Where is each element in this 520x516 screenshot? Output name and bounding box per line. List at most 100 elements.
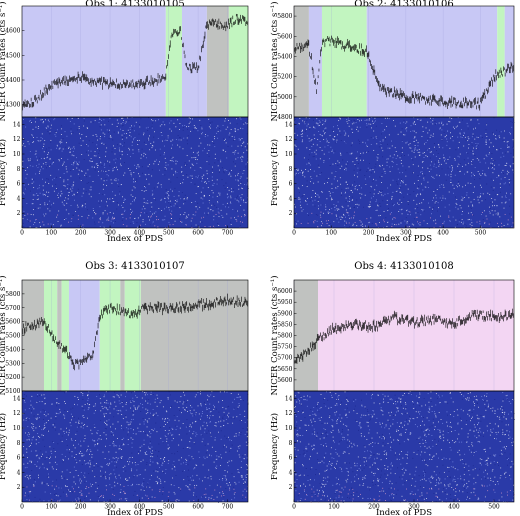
spectrogram-pixel — [147, 394, 149, 396]
spectrogram-pixel — [333, 152, 335, 154]
spectrogram-pixel — [348, 214, 350, 216]
spectrogram-pixel — [467, 182, 469, 184]
spectrogram-pixel — [173, 195, 175, 197]
spectrogram-pixel — [154, 131, 155, 133]
spectrogram-pixel — [368, 123, 370, 125]
spectrogram-pixel — [328, 141, 330, 143]
spectrogram-pixel — [190, 130, 192, 132]
spectrogram-pixel — [406, 222, 408, 224]
spectrogram-pixel — [310, 181, 311, 183]
spectrogram-pixel — [50, 417, 52, 419]
spectrogram-pixel — [360, 168, 362, 170]
spectrogram-pixel — [306, 117, 308, 119]
spectrogram-pixel — [137, 406, 139, 408]
spectrogram-pixel — [149, 149, 151, 151]
spectrogram-pixel — [140, 461, 142, 463]
spectrogram-pixel — [183, 197, 184, 199]
spectrogram-pixel — [89, 466, 91, 468]
spectrogram-pixel — [39, 204, 41, 205]
spectrogram-pixel — [148, 418, 150, 420]
spectrogram-pixel — [25, 188, 27, 189]
spectrogram-pixel — [52, 441, 54, 443]
spectrogram-pixel — [131, 446, 133, 448]
spectrogram-pixel — [108, 477, 110, 479]
spectrogram-pixel — [339, 168, 341, 170]
spectrogram-pixel — [220, 209, 222, 211]
spectrogram-pixel — [149, 464, 151, 466]
spectrogram-pixel — [454, 159, 456, 161]
spectrogram-pixel — [107, 463, 109, 465]
spectrogram-pixel — [153, 141, 155, 143]
spectrogram-pixel — [472, 163, 473, 165]
spectrogram-pixel — [167, 135, 169, 137]
spectrogram-pixel — [348, 135, 349, 137]
spectrogram-pixel — [99, 206, 101, 208]
spectrogram-pixel — [109, 462, 111, 464]
spectrogram-pixel — [244, 166, 246, 168]
spectrogram-pixel — [238, 481, 240, 483]
spectrogram-pixel — [53, 448, 55, 449]
spectrogram-pixel — [185, 458, 187, 460]
spectrogram-pixel — [166, 192, 168, 194]
spectrogram-pixel — [491, 198, 493, 199]
spectrogram-pixel — [242, 142, 244, 144]
spectrogram-pixel — [507, 141, 509, 143]
state-band-2-5 — [497, 6, 505, 117]
spectrogram-pixel — [459, 163, 461, 165]
spectrogram-pixel — [95, 155, 97, 157]
spectrogram-pixel — [171, 214, 173, 216]
spectrogram-pixel — [204, 431, 206, 433]
spectrogram-pixel — [318, 131, 320, 133]
spectrogram-pixel — [44, 204, 46, 206]
spectrogram-pixel — [509, 146, 510, 148]
spectrogram-pixel — [42, 463, 44, 465]
spectrogram-pixel — [407, 202, 409, 204]
spectrogram-pixel — [67, 434, 69, 436]
spectrogram-pixel — [47, 413, 49, 415]
spectrogram-pixel — [325, 206, 327, 208]
spectrogram-pixel — [78, 126, 80, 128]
spectrogram-pixel — [373, 121, 375, 123]
spectrogram-pixel — [349, 201, 351, 202]
spectrogram-pixel — [237, 215, 239, 217]
spectrogram-pixel — [44, 426, 46, 428]
spectrogram-pixel — [426, 156, 428, 158]
spectrogram-pixel — [146, 420, 148, 422]
spectrogram-pixel — [245, 479, 247, 481]
spectrogram-pixel — [36, 419, 38, 421]
spectrogram-pixel — [502, 152, 504, 154]
spectrogram-pixel — [102, 132, 104, 134]
spectrogram-pixel — [110, 136, 112, 138]
spectrogram-pixel — [60, 428, 62, 430]
spectrogram-pixel — [482, 170, 484, 172]
spectrogram-pixel — [472, 192, 474, 193]
spectrogram-pixel — [142, 486, 144, 488]
spectrogram-pixel — [508, 179, 510, 181]
spectrogram-pixel — [323, 162, 325, 164]
spectrogram-pixel — [322, 212, 324, 214]
spectrogram-pixel — [246, 152, 248, 154]
spectrogram-pixel — [493, 145, 494, 147]
spectrogram-pixel — [173, 160, 174, 162]
spectrogram-pixel — [437, 202, 439, 204]
spectrogram-pixel — [152, 120, 154, 122]
spectrogram-pixel — [216, 183, 218, 185]
spectrogram-pixel — [497, 212, 499, 214]
spectrogram-pixel — [210, 411, 212, 412]
spectrogram-pixel — [192, 479, 194, 481]
spectrogram-pixel — [414, 208, 416, 210]
spectrogram-pixel — [368, 222, 370, 224]
spectrogram-pixel — [295, 221, 297, 222]
spectrogram-pixel — [448, 174, 449, 176]
spectrogram-pixel — [154, 401, 156, 403]
spectrogram-pixel — [372, 120, 373, 122]
spectrogram-pixel — [166, 421, 168, 423]
spectrogram-pixel — [45, 150, 47, 152]
spectrogram-pixel — [204, 476, 206, 478]
spectrogram-pixel — [474, 167, 476, 169]
spectrogram-pixel — [186, 460, 188, 461]
spectrogram-pixel — [167, 444, 169, 446]
spectrogram-pixel — [76, 167, 78, 169]
spectrogram-pixel — [130, 470, 132, 472]
spectrogram-pixel — [83, 454, 85, 456]
